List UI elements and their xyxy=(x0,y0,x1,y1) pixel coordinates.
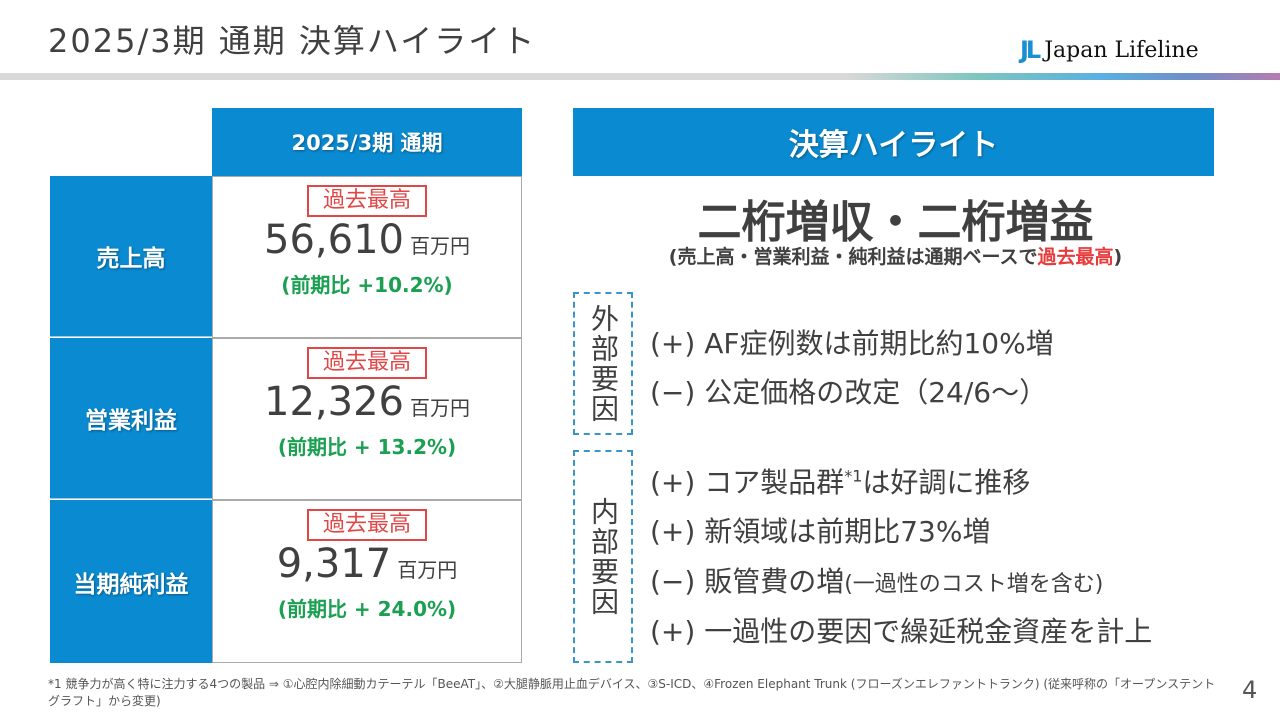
company-logo: JL Japan Lifeline xyxy=(1020,36,1199,64)
value: 12,326 百万円 xyxy=(264,381,470,429)
record-high-badge: 過去最高 xyxy=(306,509,427,541)
logo-text: Japan Lifeline xyxy=(1044,37,1199,63)
value-unit: 百万円 xyxy=(397,558,458,582)
page-number: 4 xyxy=(1242,676,1258,704)
footnote-ref: *1 xyxy=(844,466,863,486)
internal-factors-label: 内部要因 xyxy=(587,496,620,617)
value-unit: 百万円 xyxy=(409,396,470,420)
row-label-net-income: 当期純利益 xyxy=(50,500,212,663)
row-label-operating-profit: 営業利益 xyxy=(50,338,212,499)
external-item: (−) 公定価格の改定（24/6～） xyxy=(650,376,1048,409)
internal-item: (−) 販管費の増(一過性のコスト増を含む) xyxy=(650,560,1103,600)
highlights-header: 決算ハイライト xyxy=(573,108,1214,176)
internal-item: (+) 新領域は前期比73%増 xyxy=(650,515,991,548)
external-factors-box: 外部要因 xyxy=(573,292,633,435)
logo-mark: JL xyxy=(1020,36,1041,64)
table-column-header: 2025/3期 通期 xyxy=(212,108,522,176)
item-note: (一過性のコスト増を含む) xyxy=(844,572,1104,597)
value-number: 12,326 xyxy=(264,379,404,425)
subtitle-close: ) xyxy=(1113,246,1123,268)
internal-item: (+) 一過性の要因で繰延税金資産を計上 xyxy=(650,615,1153,648)
yoy-change: (前期比 + 13.2%) xyxy=(277,435,457,459)
value: 9,317 百万円 xyxy=(277,543,458,591)
item-text: (−) 販管費の増 xyxy=(650,565,845,598)
highlights-subtitle: (売上高・営業利益・純利益は通期ベースで過去最高) xyxy=(573,242,1218,269)
item-text: (+) コア製品群 xyxy=(650,466,845,499)
footnote: *1 競争力が高く特に注力する4つの製品 ⇒ ①心腔内除細動カテーテル「BeeA… xyxy=(48,677,1216,708)
external-item: (+) AF症例数は前期比約10%増 xyxy=(650,327,1054,360)
record-high-badge: 過去最高 xyxy=(306,347,427,379)
external-factors-label: 外部要因 xyxy=(587,303,620,424)
item-text: は好調に推移 xyxy=(862,466,1031,499)
value-cell-sales: 過去最高 56,610 百万円 (前期比 +10.2%) xyxy=(212,176,522,338)
value-number: 56,610 xyxy=(264,217,404,263)
value-number: 9,317 xyxy=(276,541,392,587)
row-label-sales: 売上高 xyxy=(50,176,212,337)
value-cell-net-income: 過去最高 9,317 百万円 (前期比 + 24.0%) xyxy=(212,500,522,663)
value: 56,610 百万円 xyxy=(264,219,470,267)
highlights-headline: 二桁増収・二桁増益 xyxy=(697,197,1094,248)
subtitle-text: (売上高・営業利益・純利益は通期ベースで xyxy=(668,246,1038,268)
internal-item: (+) コア製品群*1は好調に推移 xyxy=(650,461,1030,501)
yoy-change: (前期比 + 24.0%) xyxy=(277,597,457,621)
value-unit: 百万円 xyxy=(409,234,470,258)
value-cell-operating-profit: 過去最高 12,326 百万円 (前期比 + 13.2%) xyxy=(212,338,522,500)
record-high-badge: 過去最高 xyxy=(306,185,427,217)
page-title: 2025/3期 通期 決算ハイライト xyxy=(48,22,537,60)
internal-factors-box: 内部要因 xyxy=(573,450,633,663)
subtitle-record-high: 過去最高 xyxy=(1037,246,1114,268)
yoy-change: (前期比 +10.2%) xyxy=(281,273,453,297)
header-gradient-bar xyxy=(0,73,1280,80)
